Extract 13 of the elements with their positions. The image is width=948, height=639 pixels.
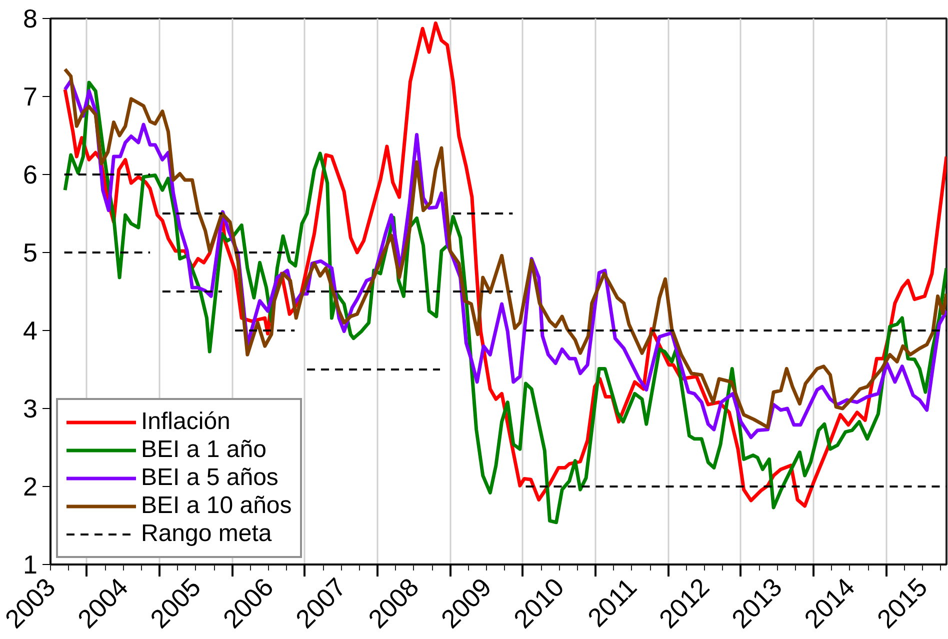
legend-label: BEI a 10 años — [141, 492, 292, 520]
y-tick-label: 4 — [23, 316, 38, 346]
y-tick-label: 8 — [23, 4, 38, 34]
y-tick-label: 1 — [23, 550, 38, 580]
legend-label: BEI a 1 año — [141, 436, 266, 464]
y-tick-label: 7 — [23, 82, 38, 112]
y-tick-label: 3 — [23, 394, 38, 424]
legend-label: Rango meta — [141, 520, 272, 548]
y-tick-label: 6 — [23, 160, 38, 190]
legend-label: BEI a 5 años — [141, 464, 278, 492]
y-tick-label: 2 — [23, 472, 38, 502]
legend-label: Inflación — [141, 408, 230, 436]
y-tick-label: 5 — [23, 238, 38, 268]
